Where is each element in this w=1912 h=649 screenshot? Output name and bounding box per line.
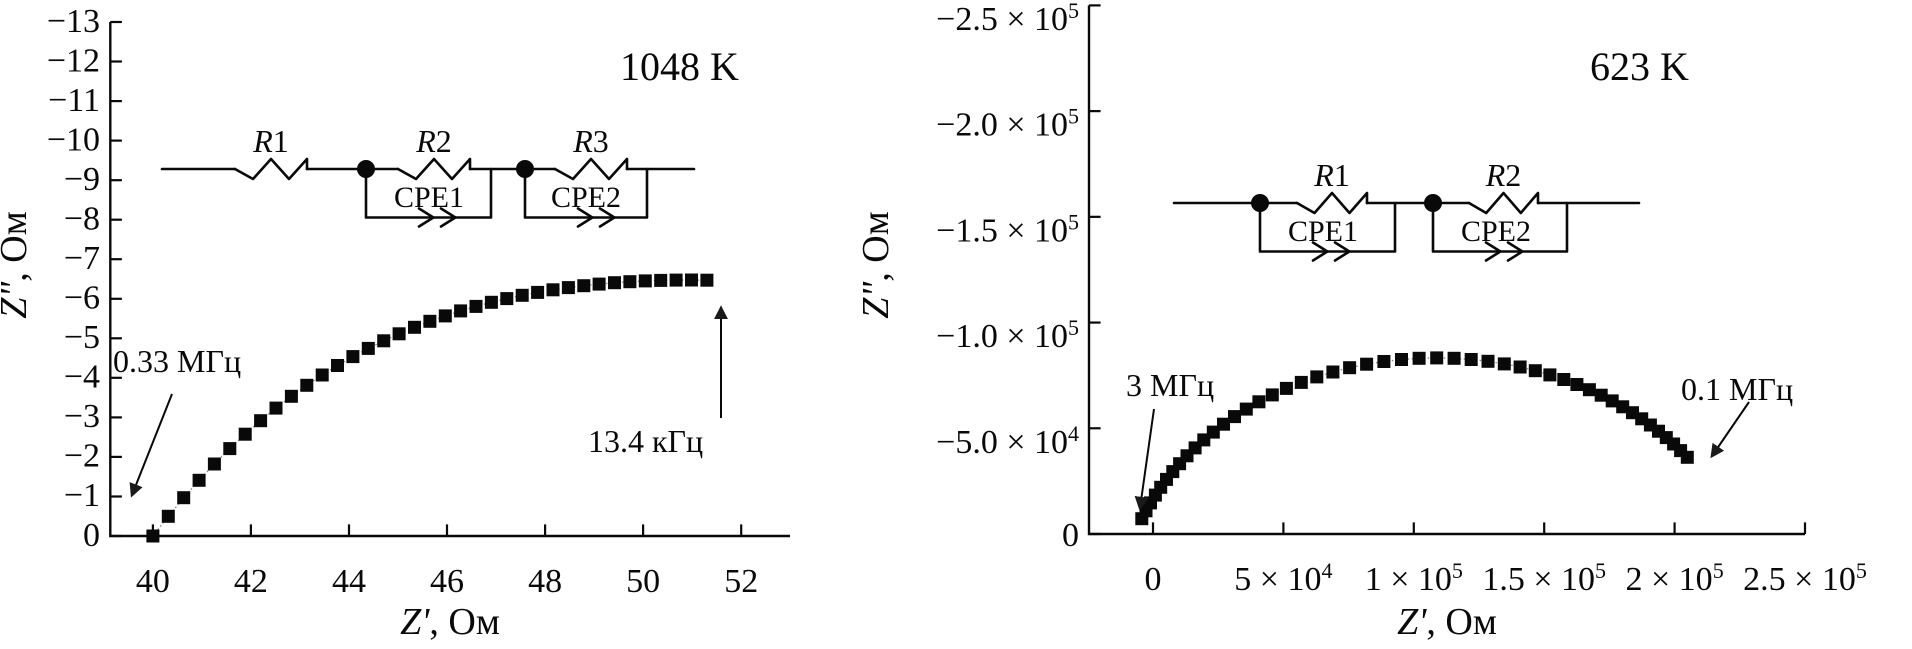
svg-text:0: 0 [1062,517,1079,554]
svg-text:−12: −12 [47,43,100,80]
svg-text:Z', Ом: Z', Ом [1397,601,1497,643]
svg-text:0.33 МГц: 0.33 МГц [113,343,241,379]
svg-text:40: 40 [136,563,170,600]
svg-text:CPE2: CPE2 [1461,215,1531,248]
svg-text:−1.5 × 105: −1.5 × 105 [936,209,1079,249]
svg-text:R2: R2 [1485,157,1522,193]
svg-text:1048 K: 1048 K [620,44,739,89]
svg-text:−1.0 × 105: −1.0 × 105 [936,315,1079,355]
svg-text:5 × 104: 5 × 104 [1234,558,1332,598]
svg-text:44: 44 [332,563,366,600]
svg-text:1.5 × 105: 1.5 × 105 [1482,558,1606,598]
svg-text:13.4 кГц: 13.4 кГц [588,423,703,459]
svg-text:Z", Ом: Z", Ом [0,211,35,319]
svg-text:Z", Ом: Z", Ом [855,211,897,319]
svg-text:R3: R3 [572,123,609,159]
svg-text:−2.5 × 105: −2.5 × 105 [936,0,1079,38]
svg-text:−4: −4 [64,359,100,396]
svg-text:623 K: 623 K [1590,44,1689,89]
svg-text:0: 0 [83,517,100,554]
svg-text:−7: −7 [64,240,100,277]
svg-text:CPE1: CPE1 [394,181,464,214]
svg-text:R2: R2 [415,123,452,159]
svg-text:−8: −8 [64,201,100,238]
svg-text:−13: −13 [47,3,100,40]
svg-text:CPE2: CPE2 [551,181,621,214]
svg-text:−6: −6 [64,280,100,317]
svg-text:−11: −11 [48,82,100,119]
svg-text:−2.0 × 105: −2.0 × 105 [936,104,1079,144]
svg-text:50: 50 [626,563,660,600]
svg-text:−5: −5 [64,319,100,356]
svg-text:0.1 МГц: 0.1 МГц [1681,371,1793,407]
svg-text:1 × 105: 1 × 105 [1365,558,1463,598]
svg-text:−5.0 × 104: −5.0 × 104 [936,421,1079,461]
svg-text:46: 46 [430,563,464,600]
svg-text:52: 52 [724,563,758,600]
svg-text:R1: R1 [252,123,289,159]
svg-text:Z', Ом: Z', Ом [400,601,500,643]
svg-text:3 МГц: 3 МГц [1126,367,1214,403]
svg-text:CPE1: CPE1 [1288,215,1358,248]
svg-text:−2: −2 [64,438,100,475]
svg-text:0: 0 [1145,561,1162,598]
svg-text:2.5 × 105: 2.5 × 105 [1743,558,1867,598]
svg-text:48: 48 [528,563,562,600]
svg-text:−3: −3 [64,398,100,435]
svg-text:42: 42 [234,563,268,600]
svg-text:R1: R1 [1313,157,1350,193]
svg-text:2 × 105: 2 × 105 [1626,558,1724,598]
svg-text:−10: −10 [47,122,100,159]
svg-text:−1: −1 [64,477,100,514]
svg-text:−9: −9 [64,161,100,198]
